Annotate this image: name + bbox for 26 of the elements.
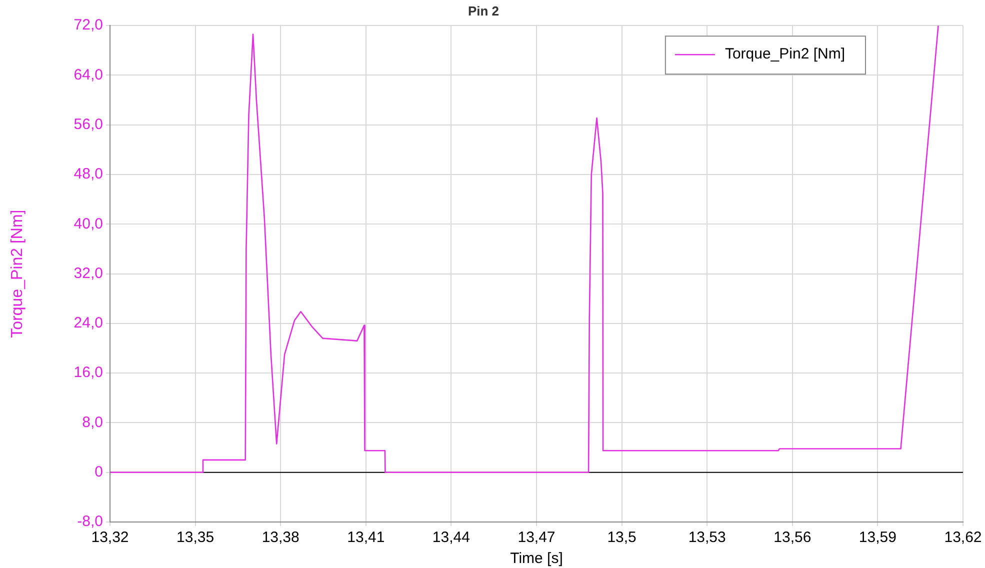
y-axis-title: Torque_Pin2 [Nm]: [9, 210, 26, 338]
x-tick-label: 13,44: [432, 529, 470, 546]
x-axis-title: Time [s]: [510, 550, 563, 568]
y-tick-label: 16,0: [74, 364, 103, 382]
x-tick-label: 13,59: [858, 529, 896, 546]
x-tick-label: 13,5: [607, 529, 636, 546]
x-tick-label: 13,32: [91, 529, 129, 546]
y-tick-label: 40,0: [74, 215, 103, 232]
x-tick-label: 13,47: [518, 529, 556, 546]
y-tick-label: 72,0: [74, 16, 103, 34]
y-tick-label: 48,0: [74, 166, 103, 183]
y-tick-label: 56,0: [74, 116, 103, 134]
y-tick-label: -8,0: [77, 513, 103, 530]
x-tick-label: 13,35: [176, 529, 214, 546]
y-tick-label: 32,0: [74, 264, 103, 282]
y-tick-label: 0: [94, 464, 103, 480]
x-tick-label: 13,38: [262, 529, 300, 546]
x-tick-label: 13,62: [944, 529, 982, 546]
x-tick-label: 13,56: [774, 529, 812, 546]
y-tick-label: 64,0: [74, 66, 103, 84]
legend-label: Torque_Pin2 [Nm]: [724, 46, 846, 63]
y-tick-label: 24,0: [74, 314, 103, 332]
x-tick-label: 13,53: [688, 529, 726, 546]
y-tick-label: 8,0: [82, 414, 103, 431]
x-tick-label: 13,41: [347, 529, 385, 546]
chart-title: Pin 2: [468, 3, 500, 18]
